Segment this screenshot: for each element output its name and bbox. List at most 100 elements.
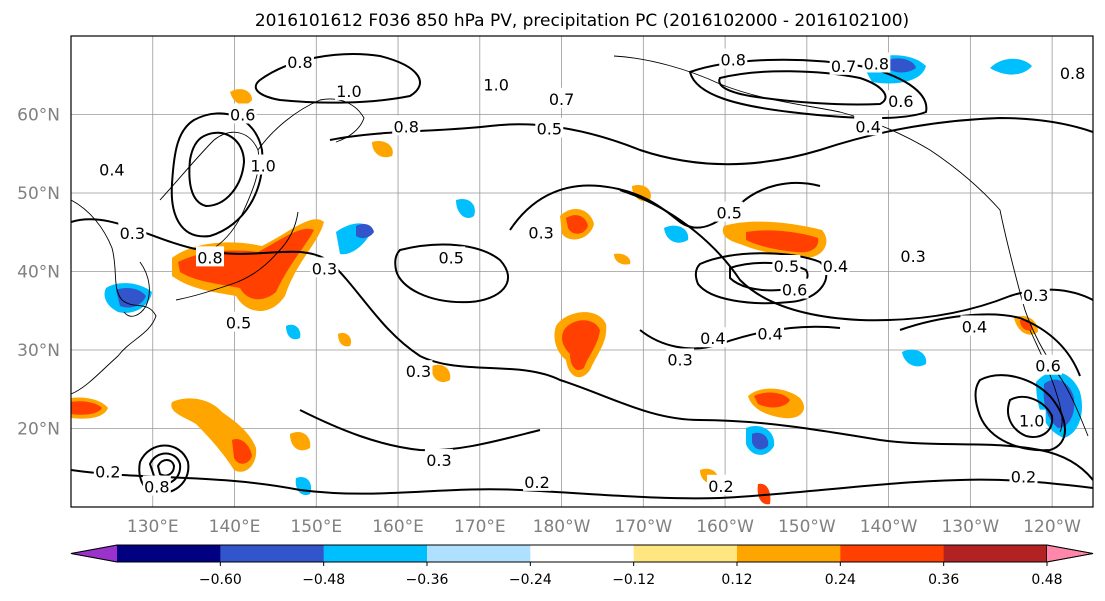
- contour-label-text: 0.2: [95, 463, 120, 482]
- contour-label-text: 0.6: [1035, 357, 1060, 376]
- lon-tick-label: 160°E: [372, 517, 424, 537]
- contour-label: 0.4: [960, 315, 989, 336]
- precip-patch-small-12: [286, 324, 301, 340]
- contour-label-text: 0.5: [438, 248, 463, 267]
- contour-label-text: 0.4: [99, 160, 124, 179]
- contour-label: 0.3: [404, 360, 433, 381]
- contour-label: 0.3: [424, 448, 453, 470]
- contour-label: 0.8: [285, 50, 314, 72]
- precip-patch-alaska-core: [888, 58, 916, 73]
- lon-tick-label: 120°W: [1023, 517, 1081, 537]
- contour-label-text: 0.3: [312, 259, 337, 278]
- lat-tick-label: 20°N: [17, 420, 60, 440]
- contour-label-bg: [310, 257, 339, 278]
- contour-label: 0.4: [698, 327, 727, 348]
- contour-label-bg: [854, 115, 883, 136]
- contour-label: 0.3: [1021, 284, 1050, 305]
- coast-alaska: [613, 55, 1001, 211]
- contour-label-bg: [334, 79, 363, 100]
- contour-label: 0.7: [547, 87, 576, 109]
- contour-label-text: 0.6: [782, 281, 807, 300]
- contour-label-text: 0.3: [528, 223, 553, 242]
- contour-label: 0.4: [97, 158, 126, 179]
- contour-label-text: 1.0: [483, 76, 508, 95]
- colorbar-segment: [427, 545, 531, 562]
- contour-label-bg: [1021, 284, 1050, 305]
- contour-label-bg: [285, 50, 314, 71]
- contour-label: 0.3: [118, 222, 147, 243]
- contour-label-text: 0.8: [287, 53, 312, 72]
- coast-kamchatka: [257, 98, 365, 151]
- colorbar-segment: [117, 545, 221, 562]
- contour-label-text: 0.4: [962, 317, 987, 336]
- contour-label-text: 0.6: [888, 92, 913, 111]
- contour-label-bg: [706, 474, 735, 495]
- pv-contour-0-5-baja: [974, 374, 1066, 452]
- colorbar: −0.60 −0.48 −0.36 −0.24 −0.12 0.12 0.24 0.36 0.4…: [70, 544, 1094, 588]
- precip-patch-central-north-core: [566, 215, 588, 234]
- colorbar-tick-label: −0.60: [199, 572, 242, 588]
- precip-patch-small-9: [372, 140, 393, 158]
- contour-label-bg: [535, 117, 564, 138]
- map-frame: [70, 35, 1094, 508]
- contour-label-bg: [1009, 465, 1038, 486]
- colorbar-extend-low: [70, 544, 118, 563]
- contour-label-text: 0.3: [900, 247, 925, 266]
- coast-na-west: [999, 209, 1089, 437]
- contour-label: 0.5: [715, 201, 744, 223]
- pv-contour-typhoon-1: [138, 444, 190, 495]
- contour-label-bg: [392, 115, 421, 136]
- contour-label-bg: [547, 87, 576, 108]
- coast-asia-mainland: [71, 199, 157, 395]
- contour-label-bg: [698, 327, 727, 348]
- contour-label-bg: [666, 348, 695, 369]
- contour-label: 0.4: [756, 322, 785, 344]
- pv-contour-0-3-south: [299, 409, 541, 452]
- colorbar-segment: [530, 545, 635, 562]
- contour-label-bg: [829, 54, 858, 75]
- contour-label-bg: [886, 90, 915, 111]
- contour-label: 0.3: [666, 348, 695, 369]
- colorbar-tick-label: −0.36: [406, 572, 449, 588]
- pv-contour-0-3-central: [509, 181, 821, 231]
- colorbar-tick-label: 0.12: [721, 572, 752, 588]
- contour-label: 0.6: [886, 90, 915, 111]
- lon-tick-label: 130°E: [127, 517, 179, 537]
- lon-tick-label: 150°E: [290, 517, 342, 537]
- precip-patch-small-6: [902, 349, 927, 367]
- precip-patch-gulf-core: [746, 230, 819, 253]
- pv-contour-0-8-alaska: [718, 70, 887, 106]
- contour-label-text: 0.4: [823, 257, 848, 276]
- contour-label-bg: [527, 221, 556, 242]
- lon-tick-label: 140°W: [860, 517, 918, 537]
- contour-label-text: 0.4: [757, 325, 782, 344]
- contour-label: 0.4: [821, 255, 850, 276]
- contour-label-bg: [249, 154, 278, 175]
- precip-patch-east-asia-core: [178, 228, 314, 300]
- contour-label-text: 0.4: [855, 117, 880, 136]
- contour-label-bg: [960, 315, 989, 336]
- figure-title: 2016101612 F036 850 hPa PV, precipitatio…: [255, 11, 909, 31]
- contour-label: 0.8: [392, 115, 421, 136]
- precip-patch-small-13: [338, 332, 352, 347]
- contour-label: 0.3: [899, 244, 928, 266]
- precip-patch-east-tropical-blue-core: [752, 432, 769, 450]
- lon-tick-label: 160°W: [696, 517, 754, 537]
- contour-label: 0.8: [195, 246, 224, 267]
- contour-label: 0.2: [523, 470, 552, 492]
- contour-label-text: 0.3: [1023, 286, 1048, 305]
- colorbar-segment: [323, 545, 428, 562]
- contour-label: 0.8: [719, 48, 748, 70]
- precip-patch-japan-edge: [356, 224, 374, 239]
- precip-patch-subtropical-core: [562, 320, 600, 371]
- contour-label-text: 0.5: [537, 120, 562, 139]
- contour-label-text: 0.2: [1011, 467, 1036, 486]
- contour-label-bg: [756, 322, 785, 343]
- contour-label: 0.6: [780, 278, 809, 300]
- contour-label-bg: [118, 222, 147, 243]
- lon-tick-label: 180°W: [533, 517, 591, 537]
- contour-label-text: 0.8: [721, 51, 746, 70]
- contour-label-text: 0.4: [700, 329, 725, 348]
- precip-patch-small-2: [456, 198, 475, 219]
- contour-label-bg: [1034, 354, 1063, 375]
